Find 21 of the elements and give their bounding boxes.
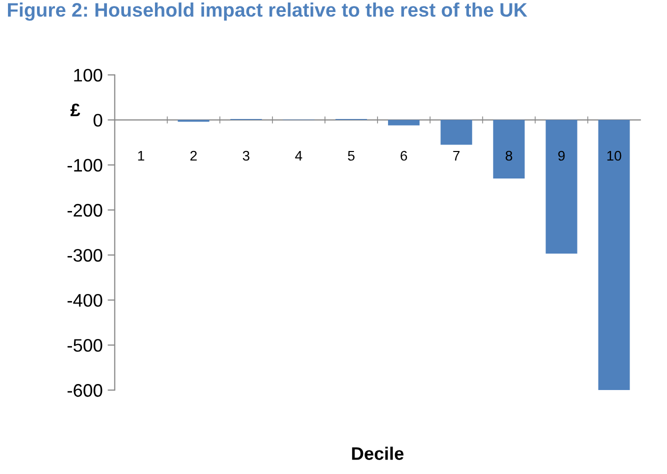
x-tick-label: 5 — [348, 150, 355, 161]
y-tick-label: -200 — [68, 204, 102, 217]
y-tick-label: -600 — [68, 384, 102, 397]
x-tick-label: 6 — [400, 150, 408, 161]
x-axis-title: Decile — [352, 446, 404, 460]
y-tick-label: 100 — [74, 68, 102, 82]
x-tick-label: 8 — [506, 150, 512, 161]
y-axis-title: £ — [70, 104, 80, 116]
x-tick-label: 9 — [558, 150, 565, 161]
x-tick-label: 3 — [242, 150, 250, 161]
y-tick-label: -400 — [68, 294, 102, 307]
x-tick-label: 2 — [190, 150, 197, 161]
x-tick-label: 7 — [453, 150, 460, 161]
x-tick-label: 10 — [607, 150, 622, 161]
y-tick-label: -500 — [68, 339, 102, 352]
y-tick-label: -300 — [68, 248, 102, 262]
chart-title: Figure 2: Household impact relative to the rest of the UK — [8, 2, 528, 21]
x-tick-label: 4 — [295, 150, 302, 161]
x-tick-label: 1 — [138, 150, 144, 161]
y-tick-label: -100 — [68, 158, 102, 172]
y-tick-label: 0 — [94, 114, 102, 127]
